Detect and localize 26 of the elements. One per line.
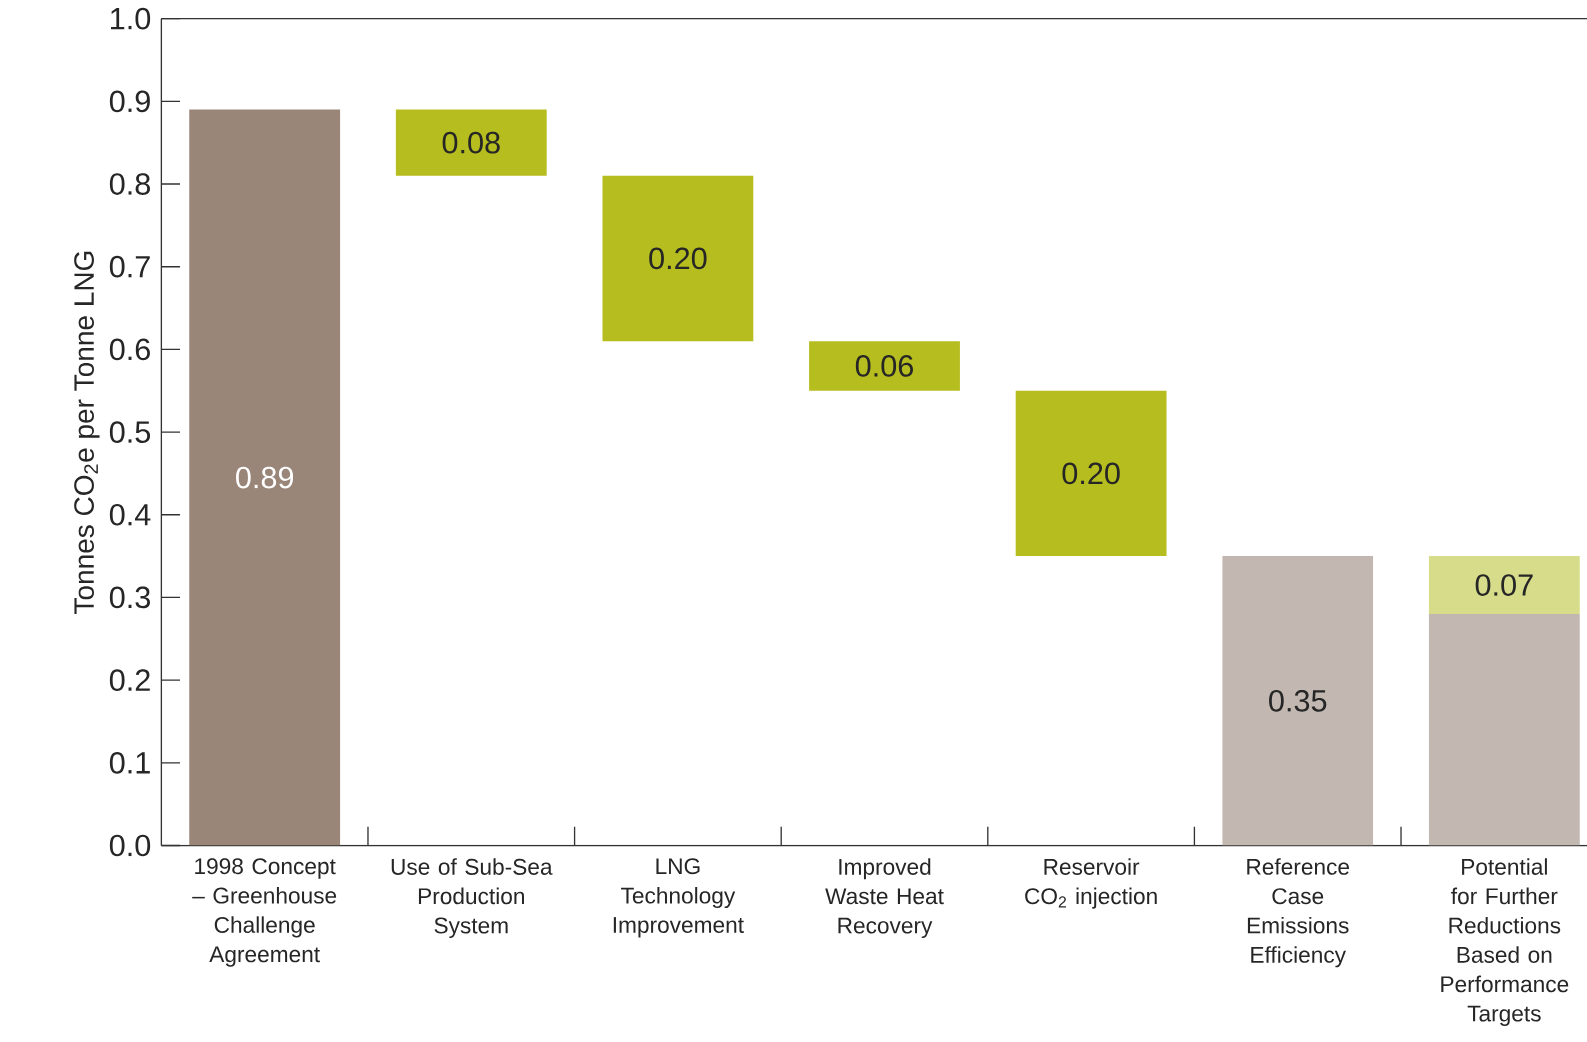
data-label: 0.20 bbox=[649, 247, 707, 270]
x-tick-label: LNG Technology Improvement bbox=[613, 858, 744, 938]
data-label: 0.06 bbox=[855, 355, 913, 377]
data-label: 0.08 bbox=[442, 132, 500, 154]
y-tick-label: 0.8 bbox=[109, 173, 150, 196]
y-tick-label: 0.0 bbox=[109, 834, 151, 857]
y-tick-label: 0.7 bbox=[109, 256, 150, 278]
y-tick-label: 0.3 bbox=[109, 586, 150, 609]
y-tick-label: 0.1 bbox=[109, 752, 150, 774]
data-label: 0.35 bbox=[1269, 690, 1327, 712]
x-tick-label: Reference Case Emissions Efficiency bbox=[1247, 858, 1350, 968]
y-axis-title: Tonnes CO$_{2}$e per Tonne LNG bbox=[74, 251, 100, 615]
y-tick-label: 1.0 bbox=[111, 8, 151, 30]
y-tick-label: 0.2 bbox=[109, 669, 150, 692]
y-tick-label: 0.9 bbox=[109, 90, 150, 113]
data-label: 0.89 bbox=[236, 466, 294, 489]
x-tick-label: 1998 Concept – Greenhouse Challenge Agreement bbox=[192, 858, 337, 967]
y-tick-label: 0.4 bbox=[109, 504, 151, 526]
y-tick-label: 0.6 bbox=[109, 338, 150, 361]
data-label: 0.20 bbox=[1062, 462, 1120, 485]
x-tick-label: Use of Sub-Sea Production System bbox=[391, 858, 553, 939]
data-label: 0.07 bbox=[1475, 574, 1533, 597]
x-tick-label: Reservoir CO$_{2}$ injection bbox=[1025, 858, 1157, 909]
x-tick-label: Potential for Further Reductions Based on Performance Targets bbox=[1441, 858, 1569, 1027]
y-tick-label: 0.5 bbox=[109, 421, 151, 444]
x-tick-label: Improved Waste Heat Recovery bbox=[825, 858, 944, 939]
